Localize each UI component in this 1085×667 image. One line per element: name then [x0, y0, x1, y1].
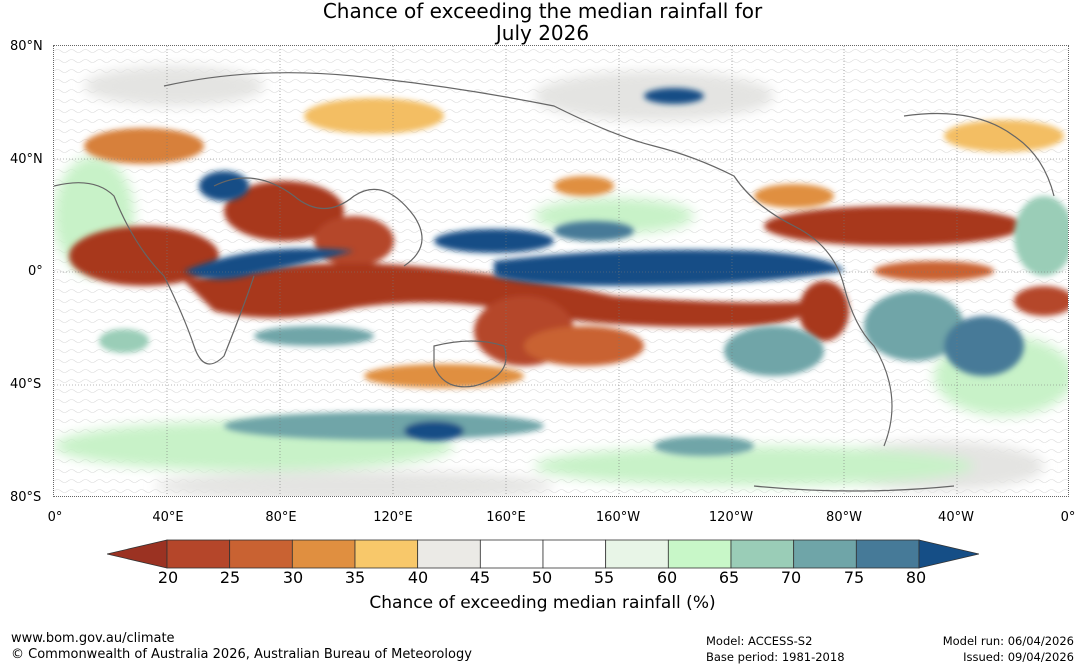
copyright-notice: © Commonwealth of Australia 2026, Austra… — [11, 647, 472, 662]
graticule — [54, 46, 1068, 496]
colorbar-tick-30: 30 — [282, 568, 304, 587]
base-period: Base period: 1981-2018 — [706, 650, 845, 664]
colorbar-tick-35: 35 — [344, 568, 366, 587]
colorbar-tick-75: 75 — [843, 568, 865, 587]
model-name: Model: ACCESS-S2 — [706, 634, 813, 648]
lon-label-40e: 40°E — [152, 510, 184, 525]
lat-label-40n: 40°N — [10, 152, 43, 167]
colorbar-tick-65: 65 — [718, 568, 740, 587]
colorbar-tick-55: 55 — [593, 568, 615, 587]
lon-label-0-east-edge: 0° — [1060, 510, 1076, 525]
colorbar-swatch — [166, 539, 231, 569]
lat-label-80s: 80°S — [10, 490, 42, 505]
rainfall-probability-map — [53, 45, 1069, 497]
map-title-line-2: July 2026 — [495, 21, 590, 45]
lon-label-40w: 40°W — [938, 510, 974, 525]
colorbar-high-extend-arrow — [918, 539, 980, 569]
colorbar-tick-45: 45 — [469, 568, 491, 587]
lon-label-80w: 80°W — [826, 510, 862, 525]
colorbar-swatch — [417, 539, 481, 569]
colorbar-swatch — [291, 539, 356, 569]
colorbar-swatch — [667, 539, 732, 569]
website-link[interactable]: www.bom.gov.au/climate — [11, 631, 175, 646]
colorbar — [106, 539, 980, 569]
colorbar-low-extend-arrow — [106, 539, 168, 569]
lon-label-120w: 120°W — [708, 510, 754, 525]
map-title-line-1: Chance of exceeding the median rainfall … — [322, 0, 763, 23]
lon-label-160w: 160°W — [595, 510, 641, 525]
colorbar-label: Chance of exceeding median rainfall (%) — [369, 593, 716, 613]
colorbar-tick-40: 40 — [407, 568, 429, 587]
lon-label-80e: 80°E — [265, 510, 297, 525]
colorbar-swatch — [855, 539, 920, 569]
lon-label-120e: 120°E — [373, 510, 413, 525]
colorbar-swatch — [605, 539, 669, 569]
colorbar-swatches — [106, 539, 980, 569]
issued-date: Issued: 09/04/2026 — [963, 650, 1074, 664]
lon-label-160e: 160°E — [486, 510, 526, 525]
colorbar-swatch — [479, 539, 544, 569]
colorbar-tick-70: 70 — [780, 568, 802, 587]
colorbar-tick-25: 25 — [219, 568, 241, 587]
lat-label-40s: 40°S — [10, 377, 42, 392]
map-canvas — [54, 46, 1068, 496]
model-run-date: Model run: 06/04/2026 — [942, 634, 1074, 648]
colorbar-swatch — [229, 539, 293, 569]
wet-anomaly-regions — [99, 88, 1068, 456]
colorbar-swatch — [542, 539, 607, 569]
colorbar-tick-60: 60 — [656, 568, 678, 587]
colorbar-swatch — [730, 539, 795, 569]
coastlines — [54, 72, 1055, 492]
colorbar-tick-20: 20 — [157, 568, 179, 587]
colorbar-swatch — [793, 539, 857, 569]
colorbar-tick-50: 50 — [531, 568, 553, 587]
lat-label-0: 0° — [28, 264, 43, 279]
lon-label-0-west-edge: 0° — [47, 510, 63, 525]
colorbar-swatch — [354, 539, 419, 569]
lat-label-80n: 80°N — [10, 39, 43, 54]
colorbar-tick-80: 80 — [905, 568, 927, 587]
